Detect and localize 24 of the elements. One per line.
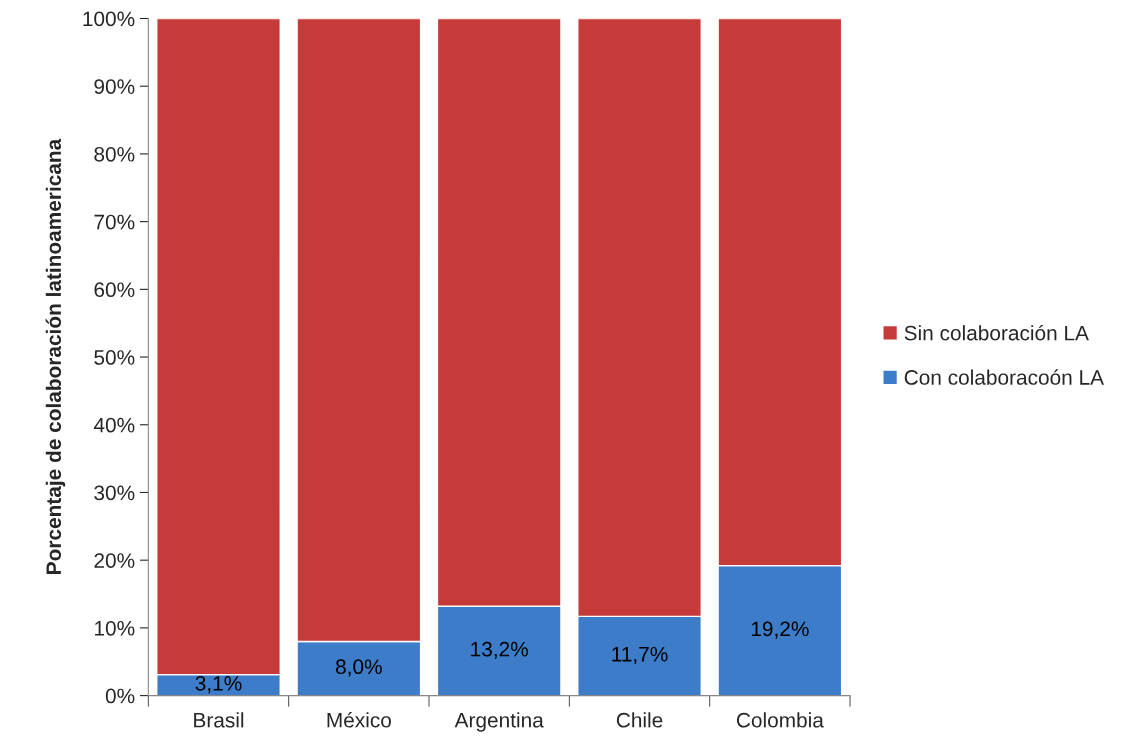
x-tick-label: Colombia (736, 712, 824, 728)
data-label: 8,0% (336, 659, 382, 677)
y-tick-label: 40% (93, 417, 135, 433)
y-tick-label: 10% (95, 620, 135, 636)
y-tick-label: 70% (94, 214, 135, 230)
y-tick-label: 90% (94, 79, 135, 94)
x-tick-label: Chile (616, 712, 663, 728)
data-label: 19,2% (751, 621, 809, 639)
data-label: 13,2% (471, 641, 528, 659)
y-axis-title: Porcentaje de colaboración latinoamericana (45, 138, 66, 574)
y-tick-label: 60% (94, 282, 135, 298)
x-tick-label: México (327, 712, 391, 728)
legend-label: Sin colaboración LA (904, 324, 1089, 341)
y-tick-label: 20% (94, 553, 135, 568)
x-tick-label: Argentina (454, 712, 544, 732)
y-tick-label: 80% (94, 146, 135, 162)
y-tick-label: 30% (94, 485, 135, 501)
y-tick-label: 100% (83, 11, 135, 27)
data-label: 3,1% (195, 675, 242, 694)
legend-label: Con colaboracoón LA (904, 369, 1104, 385)
y-tick-label: 50% (94, 350, 135, 365)
y-tick-label: 0% (105, 688, 135, 704)
data-label: 11,7% (612, 646, 668, 665)
x-tick-label: Brasil (194, 712, 244, 728)
